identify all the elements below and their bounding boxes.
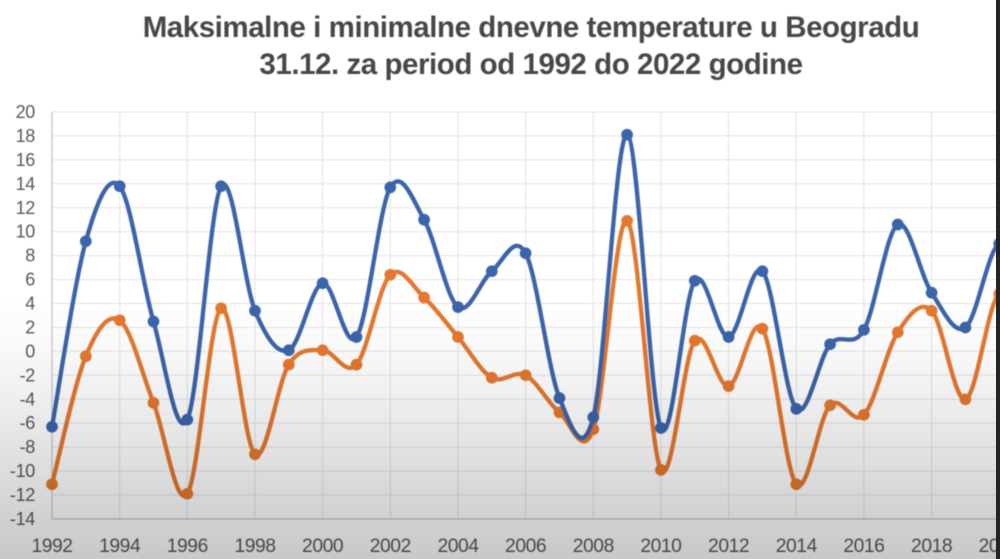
svg-text:2012: 2012	[708, 536, 749, 557]
svg-text:8: 8	[25, 246, 35, 266]
svg-text:-14: -14	[10, 509, 35, 529]
svg-text:4: 4	[25, 294, 35, 314]
svg-text:2004: 2004	[437, 536, 479, 557]
svg-text:-6: -6	[20, 413, 36, 433]
svg-text:1996: 1996	[167, 536, 208, 557]
svg-text:-8: -8	[20, 437, 36, 457]
svg-text:14: 14	[16, 174, 36, 194]
svg-text:-4: -4	[20, 389, 36, 409]
svg-text:2020: 2020	[979, 536, 1000, 557]
svg-text:12: 12	[16, 198, 36, 218]
svg-text:-10: -10	[10, 461, 35, 481]
svg-text:0: 0	[25, 341, 35, 361]
svg-text:10: 10	[16, 222, 36, 242]
svg-text:2010: 2010	[640, 536, 681, 557]
svg-text:18: 18	[16, 126, 36, 146]
svg-text:20: 20	[16, 102, 36, 122]
svg-text:2014: 2014	[776, 536, 818, 557]
svg-text:2: 2	[25, 318, 35, 338]
svg-text:1998: 1998	[234, 536, 275, 557]
svg-text:2006: 2006	[505, 536, 546, 557]
svg-text:2008: 2008	[573, 536, 614, 557]
svg-text:1994: 1994	[99, 536, 141, 557]
svg-text:6: 6	[25, 270, 35, 290]
svg-text:2016: 2016	[843, 536, 884, 557]
svg-text:16: 16	[16, 150, 36, 170]
svg-text:1992: 1992	[31, 536, 72, 557]
svg-text:2000: 2000	[302, 536, 343, 557]
svg-text:-12: -12	[10, 485, 35, 505]
svg-text:-2: -2	[20, 365, 36, 385]
svg-text:2002: 2002	[370, 536, 411, 557]
svg-text:2018: 2018	[911, 536, 952, 557]
